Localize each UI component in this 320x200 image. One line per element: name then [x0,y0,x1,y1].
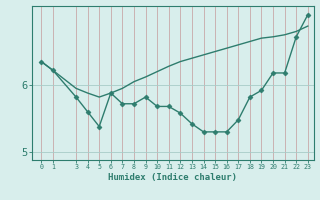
X-axis label: Humidex (Indice chaleur): Humidex (Indice chaleur) [108,173,237,182]
